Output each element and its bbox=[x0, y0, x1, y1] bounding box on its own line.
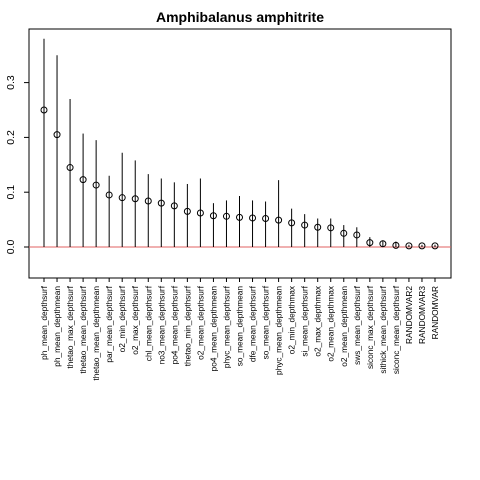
x-category-label: phyc_mean_depthmean bbox=[274, 286, 284, 375]
data-point bbox=[327, 224, 335, 232]
x-category-label: so_mean_depthsurf bbox=[261, 285, 271, 359]
x-category-label: sithick_mean_depthsurf bbox=[378, 285, 388, 373]
data-point bbox=[405, 242, 413, 250]
x-category-label: thetao_mean_depthmean bbox=[91, 286, 101, 381]
data-point bbox=[170, 202, 178, 210]
data-point bbox=[222, 212, 230, 220]
data-point bbox=[431, 242, 439, 250]
data-point bbox=[92, 181, 100, 189]
data-point bbox=[157, 199, 165, 207]
x-category-label: thetao_mean_depthsurf bbox=[78, 285, 88, 373]
y-tick-label: 0.0 bbox=[5, 240, 17, 255]
x-category-label: o2_max_depthsurf bbox=[130, 285, 140, 354]
data-point bbox=[275, 216, 283, 224]
data-point bbox=[40, 106, 48, 114]
data-point bbox=[379, 240, 387, 248]
x-category-label: thetao_min_depthsurf bbox=[182, 285, 192, 366]
x-category-label: si_mean_depthsurf bbox=[300, 285, 310, 356]
data-point bbox=[209, 212, 217, 220]
y-tick-label: 0.1 bbox=[5, 185, 17, 200]
data-point bbox=[118, 194, 126, 202]
x-category-label: RANDOMVAR bbox=[430, 286, 440, 339]
data-point bbox=[53, 131, 61, 139]
x-category-label: o2_mean_depthmean bbox=[339, 286, 349, 367]
data-point bbox=[340, 229, 348, 237]
x-category-label: o2_min_depthmax bbox=[287, 285, 297, 354]
data-point bbox=[196, 209, 204, 217]
data-point bbox=[236, 213, 243, 221]
x-category-label: dfe_mean_depthsurf bbox=[248, 285, 258, 362]
chart-marks: 0.0 0.1 0.2 0.3 ph_mean_depthsurf ph_mean_dep… bbox=[5, 38, 451, 381]
y-tick-label: 0.3 bbox=[5, 75, 17, 90]
x-category-label: phyc_mean_depthsurf bbox=[221, 285, 231, 368]
x-category-label: po4_mean_depthmean bbox=[208, 286, 218, 372]
x-category-label: siconc_mean_depthsurf bbox=[391, 285, 401, 374]
x-category-label: sws_mean_depthsurf bbox=[352, 285, 362, 365]
data-point bbox=[301, 221, 309, 229]
x-category-label: thetao_max_depthsurf bbox=[65, 285, 75, 368]
data-point bbox=[418, 242, 426, 250]
x-category-label: no3_mean_depthsurf bbox=[156, 285, 166, 364]
chart-title: Amphibalanus amphitrite bbox=[156, 9, 324, 25]
x-category-label: po4_mean_depthsurf bbox=[169, 285, 179, 364]
data-point bbox=[314, 223, 322, 231]
data-point bbox=[131, 195, 139, 203]
data-point bbox=[144, 197, 152, 205]
x-category-label: o2_max_depthmax bbox=[313, 285, 323, 356]
data-point bbox=[353, 231, 361, 239]
data-point bbox=[288, 219, 296, 227]
x-category-label: ph_mean_depthsurf bbox=[39, 285, 49, 359]
x-category-label: o2_min_depthsurf bbox=[117, 285, 127, 352]
data-point bbox=[262, 215, 270, 223]
x-category-label: o2_mean_depthmax bbox=[326, 285, 336, 361]
data-point bbox=[66, 164, 74, 172]
data-point bbox=[249, 214, 257, 222]
data-point bbox=[183, 207, 191, 215]
x-category-label: chl_mean_depthsurf bbox=[143, 285, 153, 361]
data-point bbox=[79, 176, 87, 184]
x-category-label: RANDOMVAR3 bbox=[417, 286, 427, 344]
data-point bbox=[392, 241, 400, 249]
x-category-label: RANDOMVAR2 bbox=[404, 286, 414, 344]
x-category-label: par_mean_depthsurf bbox=[104, 285, 114, 362]
x-category-label: so_mean_depthmean bbox=[235, 286, 245, 367]
y-tick-label: 0.2 bbox=[5, 130, 17, 145]
x-category-label: ph_mean_depthmean bbox=[52, 286, 62, 367]
x-category-label: siconc_max_depthsurf bbox=[365, 285, 375, 369]
x-category-label: o2_mean_depthsurf bbox=[195, 285, 205, 359]
data-point bbox=[366, 239, 374, 247]
data-point bbox=[105, 191, 113, 199]
